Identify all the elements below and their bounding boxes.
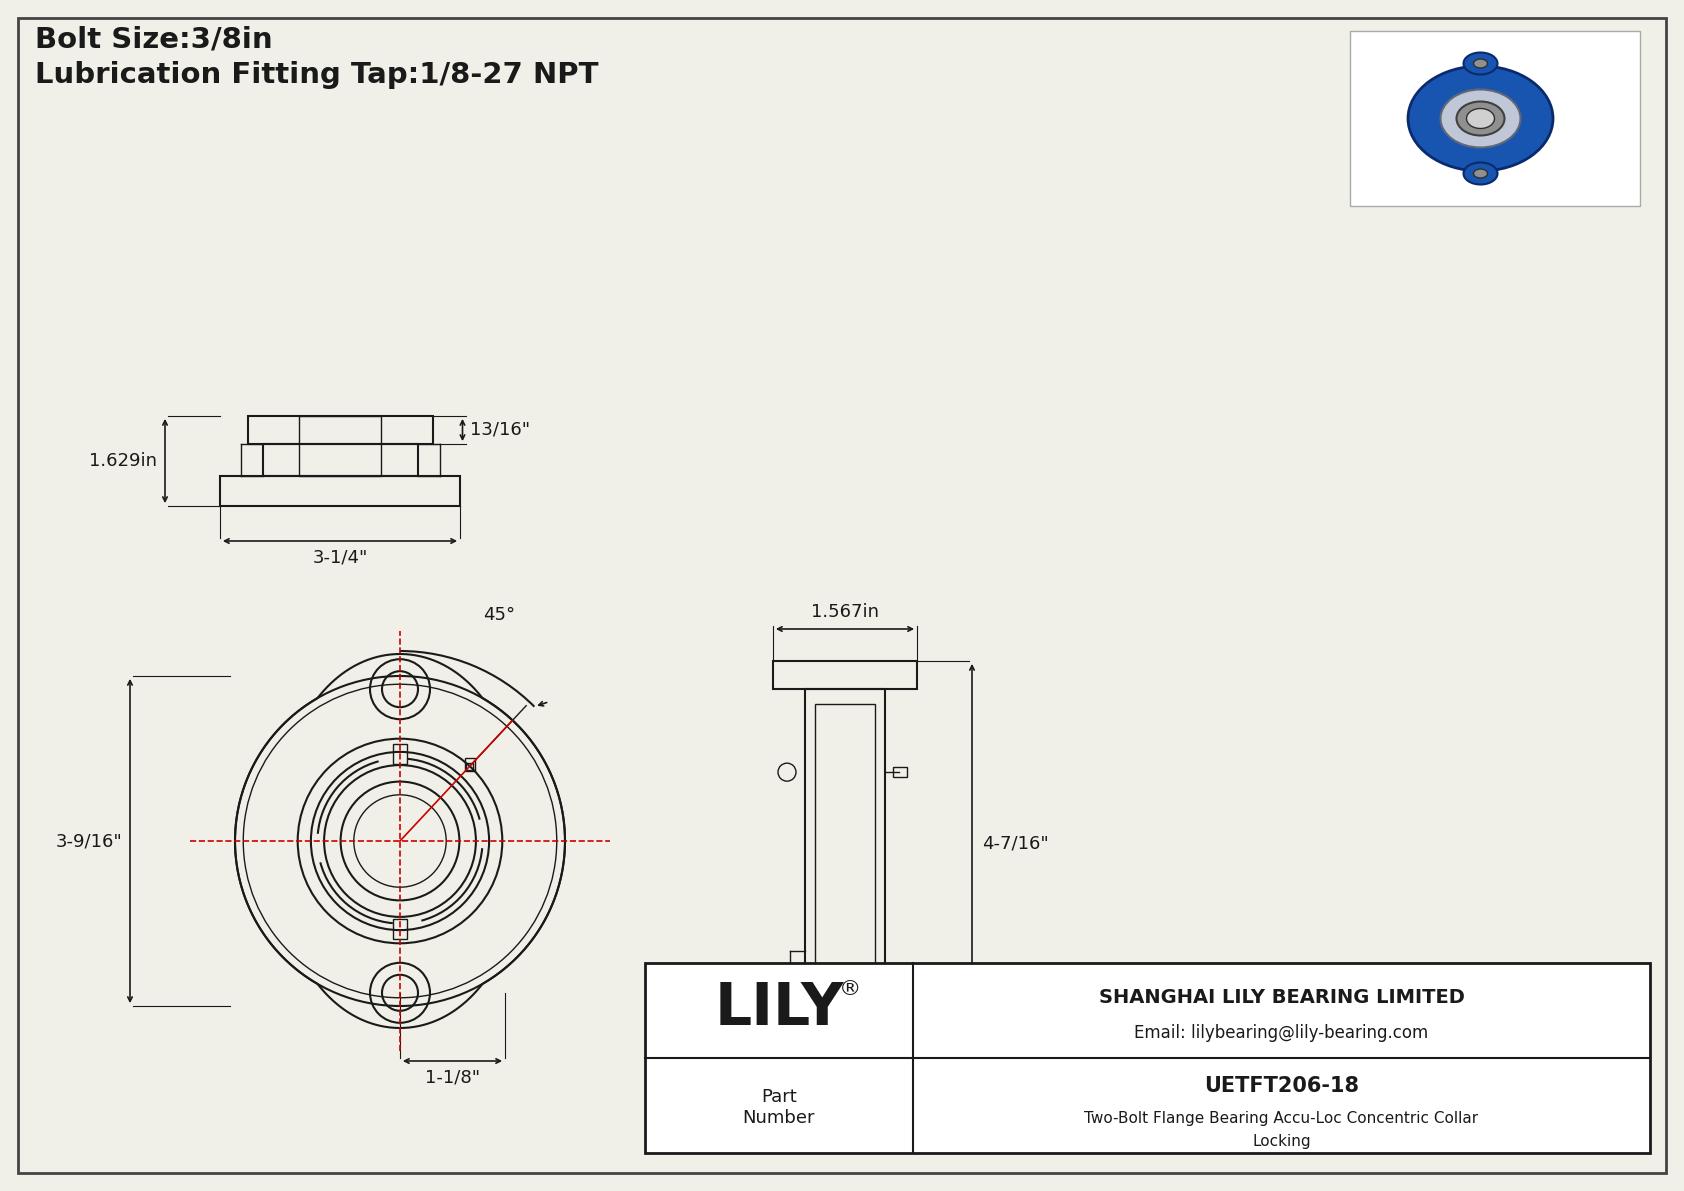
Text: LILY: LILY [714, 980, 844, 1037]
Bar [392, 918, 408, 939]
Text: 13/16": 13/16" [470, 420, 530, 439]
Ellipse shape [1474, 60, 1487, 68]
Bar [815, 704, 876, 971]
Text: 3-1/4": 3-1/4" [312, 549, 367, 567]
Bar [248, 416, 433, 444]
Bar [300, 416, 381, 476]
Bar [893, 767, 908, 778]
Text: UETFT206-18: UETFT206-18 [1204, 1077, 1359, 1097]
Ellipse shape [1457, 101, 1504, 136]
Ellipse shape [1463, 52, 1497, 75]
Text: 1-1/8": 1-1/8" [852, 1066, 906, 1084]
Text: Bolt Size:3/8in: Bolt Size:3/8in [35, 26, 273, 54]
Text: Two-Bolt Flange Bearing Accu-Loc Concentric Collar: Two-Bolt Flange Bearing Accu-Loc Concent… [1084, 1111, 1479, 1127]
Bar [645, 964, 1650, 1153]
Ellipse shape [1408, 66, 1553, 172]
Text: Part
Number: Part Number [743, 1089, 815, 1127]
Text: 45°: 45° [483, 606, 515, 624]
Ellipse shape [1440, 89, 1521, 148]
Bar [221, 476, 460, 506]
Bar [773, 661, 918, 690]
Bar [465, 759, 475, 772]
Bar [466, 762, 473, 769]
Bar [263, 444, 418, 476]
Bar [1351, 31, 1640, 206]
Bar [392, 743, 408, 763]
Text: 4-7/16": 4-7/16" [982, 835, 1049, 853]
Ellipse shape [1467, 108, 1494, 129]
Text: ®: ® [839, 979, 861, 998]
Text: SHANGHAI LILY BEARING LIMITED: SHANGHAI LILY BEARING LIMITED [1098, 987, 1465, 1006]
Bar [776, 986, 913, 1025]
Text: 1-1/8": 1-1/8" [424, 1070, 480, 1087]
Text: 1.629in: 1.629in [89, 453, 157, 470]
Text: Email: lilybearing@lily-bearing.com: Email: lilybearing@lily-bearing.com [1135, 1024, 1428, 1042]
Text: 3-9/16": 3-9/16" [56, 833, 121, 850]
Text: Locking: Locking [1253, 1134, 1310, 1149]
Ellipse shape [1474, 169, 1487, 177]
Ellipse shape [1463, 162, 1497, 185]
Text: Lubrication Fitting Tap:1/8-27 NPT: Lubrication Fitting Tap:1/8-27 NPT [35, 61, 598, 89]
Bar [805, 690, 886, 986]
Text: 1.567in: 1.567in [812, 603, 879, 621]
